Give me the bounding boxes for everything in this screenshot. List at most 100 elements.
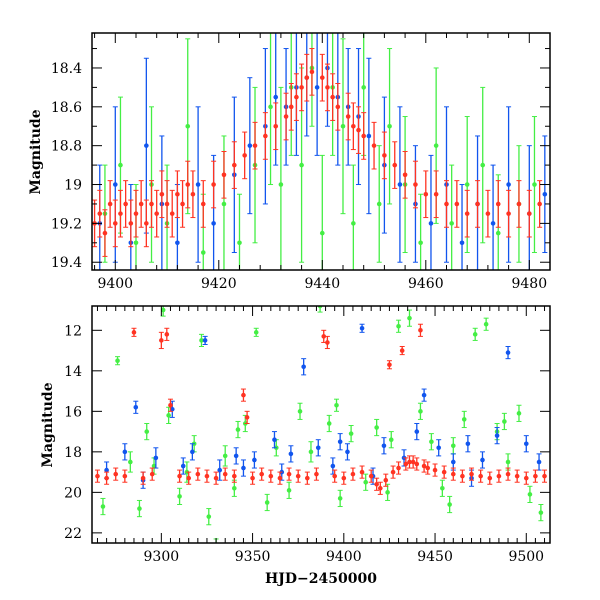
- data-point: [288, 451, 294, 457]
- data-point: [337, 496, 343, 501]
- y-tick-label: 12: [64, 323, 82, 339]
- series-green: [100, 306, 544, 543]
- data-point: [447, 502, 452, 507]
- data-point: [195, 182, 201, 187]
- y-tick-label: 18.8: [51, 139, 82, 155]
- bottom-axis-ticks: [92, 306, 550, 543]
- data-point: [392, 162, 398, 168]
- data-point: [505, 350, 511, 355]
- data-point: [326, 421, 332, 426]
- data-point: [325, 85, 330, 90]
- data-point: [177, 473, 182, 479]
- data-point: [337, 439, 343, 445]
- data-point: [526, 211, 532, 216]
- data-point: [237, 240, 242, 246]
- data-point: [169, 407, 175, 412]
- top-tick-labels: 9400 9420 9440 9460 9480 18.4 18.6 18.8 19 19.2 19…: [51, 61, 547, 292]
- data-point: [122, 473, 128, 479]
- bottom-plot-frame: [91, 305, 551, 544]
- data-point: [273, 94, 279, 100]
- data-point: [232, 162, 237, 168]
- data-point: [387, 362, 392, 368]
- data-point: [475, 201, 480, 207]
- data-point: [469, 471, 474, 477]
- data-point: [160, 307, 166, 313]
- data-point: [154, 211, 159, 216]
- data-point: [97, 211, 103, 216]
- data-point: [123, 201, 128, 207]
- data-point: [421, 463, 427, 469]
- data-point: [144, 143, 149, 148]
- bottom-y-axis-title: Magnitude: [40, 382, 56, 467]
- data-point: [118, 162, 123, 168]
- series-red: [94, 323, 548, 495]
- data-point: [351, 123, 356, 129]
- data-point: [325, 340, 330, 345]
- data-point: [299, 162, 304, 168]
- data-point: [321, 334, 327, 339]
- data-point: [244, 415, 250, 420]
- data-point: [112, 221, 118, 226]
- data-point: [314, 471, 319, 477]
- x-tick-label: 9420: [201, 276, 237, 292]
- data-point: [213, 475, 219, 481]
- y-tick-label: 22: [64, 526, 82, 542]
- data-point: [436, 445, 441, 451]
- data-point: [112, 182, 118, 187]
- data-point: [341, 475, 347, 481]
- data-point: [536, 459, 542, 465]
- data-point: [413, 182, 418, 187]
- data-point: [502, 419, 507, 424]
- data-point: [433, 191, 439, 197]
- y-tick-label: 20: [64, 485, 82, 501]
- data-point: [516, 411, 522, 416]
- data-point: [359, 469, 365, 475]
- data-point: [169, 211, 175, 216]
- data-point: [159, 338, 164, 343]
- x-tick-label: 9350: [235, 549, 271, 565]
- data-point: [164, 201, 170, 207]
- data-point: [190, 449, 195, 455]
- data-point: [460, 473, 465, 479]
- data-point: [505, 471, 511, 477]
- data-point: [128, 459, 133, 465]
- data-point: [102, 230, 108, 236]
- data-point: [211, 182, 216, 187]
- data-point: [450, 459, 456, 465]
- series-red: [92, 48, 543, 257]
- data-point: [252, 143, 258, 148]
- data-point: [414, 461, 420, 467]
- data-point: [268, 473, 274, 479]
- data-point: [319, 230, 325, 236]
- data-point: [403, 461, 409, 467]
- data-point: [514, 473, 520, 479]
- data-point: [149, 471, 155, 477]
- y-tick-label: 18.4: [51, 61, 82, 77]
- data-point: [390, 469, 396, 475]
- data-point: [402, 172, 408, 178]
- data-point: [421, 392, 427, 398]
- x-tick-label: 9300: [144, 549, 180, 565]
- data-point: [185, 123, 191, 129]
- data-point: [381, 443, 387, 449]
- data-point: [200, 250, 206, 255]
- data-point: [418, 409, 423, 414]
- data-point: [286, 471, 292, 477]
- data-point: [180, 463, 186, 469]
- data-point: [485, 211, 491, 216]
- data-point: [278, 182, 284, 187]
- data-point: [429, 439, 434, 445]
- data-point: [297, 409, 303, 414]
- data-point: [305, 475, 310, 481]
- data-point: [464, 211, 470, 216]
- data-point: [382, 153, 387, 158]
- data-point: [523, 475, 529, 481]
- data-point: [166, 413, 171, 418]
- data-point: [273, 123, 279, 129]
- data-point: [487, 475, 493, 481]
- data-point: [378, 486, 383, 491]
- data-point: [186, 475, 192, 481]
- data-point: [537, 201, 542, 207]
- data-point: [286, 488, 292, 493]
- data-point: [131, 330, 137, 335]
